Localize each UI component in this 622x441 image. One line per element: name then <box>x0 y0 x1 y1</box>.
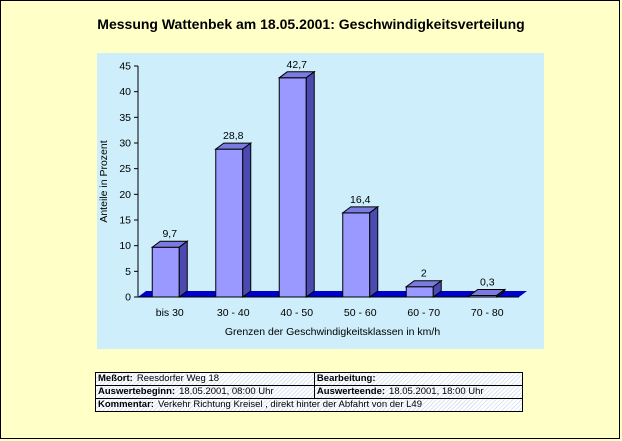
kommentar-cell: Kommentar: Verkehr Richtung Kreisel , dir… <box>95 398 523 412</box>
y-tick-label: 15 <box>119 215 131 227</box>
y-axis-title: Anteile in Prozent <box>98 140 110 222</box>
bar-front <box>405 286 434 298</box>
x-tick-label: 50 - 60 <box>344 307 377 319</box>
bar-value-label: 2 <box>421 268 427 280</box>
bar-side <box>369 205 379 298</box>
y-tick-label: 20 <box>119 189 131 201</box>
bar-front <box>278 77 307 298</box>
info-table: Meßort: Reesdorfer Weg 18 Bearbeitung: Au… <box>95 372 524 412</box>
y-tick-label: 35 <box>119 112 131 124</box>
kommentar-label: Kommentar: <box>98 399 154 410</box>
y-tick-label: 30 <box>119 138 131 150</box>
bar-value-label: 0,3 <box>480 276 495 288</box>
x-axis-title: Grenzen der Geschwindigkeitsklassen in k… <box>225 326 441 338</box>
auswerteende-label: Auswerteende: <box>316 386 386 397</box>
plot-area: 0 5 10 15 20 25 30 35 40 45 Anteile in Prozent 9,7 b… <box>97 53 544 349</box>
y-tick-label: 45 <box>119 61 131 73</box>
bar-side <box>496 288 506 298</box>
y-tick-label: 5 <box>125 266 131 278</box>
auswerteende-cell: Auswerteende: 18.05.2001, 18:00 Uhr <box>313 385 524 399</box>
y-tick-label: 25 <box>119 163 131 175</box>
bar-value-label: 9,7 <box>162 228 177 240</box>
bar-side <box>432 279 442 298</box>
y-tick-label: 10 <box>119 240 131 252</box>
bearbeitung-label: Bearbeitung: <box>316 373 376 384</box>
info-row-period: Auswertebeginn: 18.05.2001, 08:00 Uhr Aus… <box>95 385 524 399</box>
x-tick-label: 40 - 50 <box>280 307 313 319</box>
bar-front <box>215 148 244 298</box>
bar-value-label: 42,7 <box>287 59 308 71</box>
kommentar-value: Verkehr Richtung Kreisel , direkt hinter… <box>157 399 422 410</box>
x-tick-label: 70 - 80 <box>471 307 504 319</box>
chart-floor <box>138 291 527 297</box>
auswertebeginn-cell: Auswertebeginn: 18.05.2001, 08:00 Uhr <box>95 385 315 399</box>
y-tick-label: 40 <box>119 86 131 98</box>
bar-value-label: 28,8 <box>223 130 244 142</box>
bar-side <box>242 142 252 298</box>
bar-value-label: 16,4 <box>350 194 371 206</box>
bar-side <box>305 70 315 298</box>
bar-side <box>178 240 188 298</box>
messort-value: Reesdorfer Weg 18 <box>136 373 220 384</box>
auswerteende-value: 18.05.2001, 18:00 Uhr <box>389 386 484 397</box>
auswertebeginn-value: 18.05.2001, 08:00 Uhr <box>179 386 274 397</box>
auswertebeginn-label: Auswertebeginn: <box>98 386 176 397</box>
chart-title: Messung Wattenbek am 18.05.2001: Geschwi… <box>97 16 525 32</box>
x-tick-label: 30 - 40 <box>217 307 250 319</box>
x-tick-label: bis 30 <box>156 307 184 319</box>
messort-cell: Meßort: Reesdorfer Weg 18 <box>95 372 315 386</box>
bearbeitung-cell: Bearbeitung: <box>313 372 524 386</box>
bar-front <box>151 246 180 298</box>
info-row-location: Meßort: Reesdorfer Weg 18 Bearbeitung: <box>95 372 524 386</box>
info-row-comment: Kommentar: Verkehr Richtung Kreisel , dir… <box>95 398 523 412</box>
messort-label: Meßort: <box>98 373 133 384</box>
speed-distribution-chart: 0 5 10 15 20 25 30 35 40 45 Anteile in Prozent 9,7 b… <box>98 59 527 338</box>
bar-front <box>342 212 371 298</box>
y-tick-label: 0 <box>125 292 131 304</box>
x-tick-label: 60 - 70 <box>407 307 440 319</box>
